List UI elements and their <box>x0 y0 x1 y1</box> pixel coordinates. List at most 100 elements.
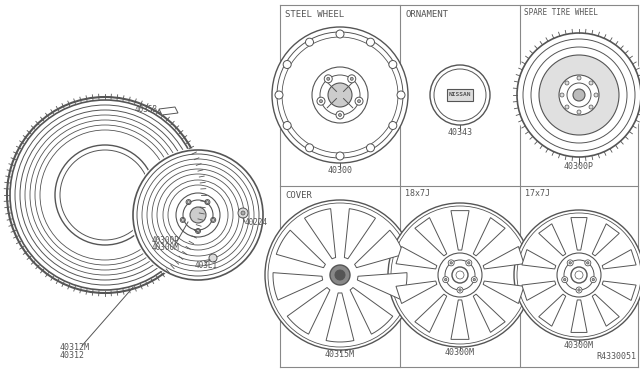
Circle shape <box>585 260 591 266</box>
Circle shape <box>328 83 352 107</box>
Circle shape <box>209 254 217 262</box>
Circle shape <box>587 262 589 264</box>
Circle shape <box>452 267 468 283</box>
Circle shape <box>283 122 291 129</box>
Text: 40312: 40312 <box>60 351 85 360</box>
Text: 18x7J: 18x7J <box>405 189 430 198</box>
Polygon shape <box>473 218 505 256</box>
Circle shape <box>468 262 470 264</box>
Circle shape <box>445 260 475 290</box>
Circle shape <box>565 105 569 109</box>
Text: 40300M: 40300M <box>445 348 475 357</box>
Circle shape <box>238 208 248 218</box>
Polygon shape <box>483 281 524 304</box>
Polygon shape <box>522 281 556 301</box>
Polygon shape <box>159 107 178 115</box>
Circle shape <box>350 77 353 80</box>
Text: 40315M: 40315M <box>325 350 355 359</box>
Polygon shape <box>451 300 469 339</box>
Circle shape <box>590 277 596 283</box>
Circle shape <box>187 201 190 203</box>
Circle shape <box>272 27 408 163</box>
Circle shape <box>577 76 581 80</box>
Circle shape <box>348 75 356 83</box>
Polygon shape <box>522 250 556 269</box>
Circle shape <box>190 207 206 223</box>
Circle shape <box>445 278 447 281</box>
Text: 40343: 40343 <box>447 128 472 137</box>
Circle shape <box>589 81 593 85</box>
Circle shape <box>564 260 594 290</box>
Text: NISSAN: NISSAN <box>449 93 471 97</box>
Text: 40224: 40224 <box>245 218 268 227</box>
Circle shape <box>466 260 472 266</box>
Text: 40300P: 40300P <box>564 162 594 171</box>
Circle shape <box>592 278 595 281</box>
Circle shape <box>594 93 598 97</box>
Polygon shape <box>396 281 437 304</box>
Text: 17x7J: 17x7J <box>525 189 550 198</box>
Circle shape <box>457 287 463 293</box>
Circle shape <box>336 111 344 119</box>
Circle shape <box>305 144 314 152</box>
Circle shape <box>562 277 568 283</box>
Circle shape <box>578 289 580 291</box>
Circle shape <box>569 262 572 264</box>
Circle shape <box>327 77 330 80</box>
Text: ORNAMENT: ORNAMENT <box>405 10 448 19</box>
Circle shape <box>564 278 566 281</box>
Text: 40300M: 40300M <box>564 341 594 350</box>
Circle shape <box>317 97 325 105</box>
Circle shape <box>55 145 155 245</box>
Circle shape <box>339 113 342 116</box>
Text: SPARE TIRE WHEEL: SPARE TIRE WHEEL <box>524 8 598 17</box>
Polygon shape <box>592 224 620 256</box>
Circle shape <box>513 29 640 161</box>
Polygon shape <box>602 281 636 301</box>
Polygon shape <box>473 294 505 333</box>
Polygon shape <box>350 288 393 334</box>
Circle shape <box>330 265 350 285</box>
Text: STEEL WHEEL: STEEL WHEEL <box>285 10 344 19</box>
Circle shape <box>283 61 291 68</box>
Polygon shape <box>344 209 376 259</box>
Polygon shape <box>483 247 524 269</box>
Circle shape <box>571 267 587 283</box>
Text: 403L1: 403L1 <box>195 261 218 270</box>
Bar <box>447 89 473 101</box>
Circle shape <box>206 201 209 203</box>
Text: 40353: 40353 <box>135 105 158 114</box>
Circle shape <box>577 110 581 114</box>
Circle shape <box>131 148 265 282</box>
Polygon shape <box>415 294 447 333</box>
Circle shape <box>388 203 532 347</box>
Polygon shape <box>355 230 404 268</box>
Circle shape <box>517 33 640 157</box>
Polygon shape <box>539 294 566 326</box>
Circle shape <box>324 75 332 83</box>
Circle shape <box>471 277 477 283</box>
Bar <box>0 0 278 372</box>
Circle shape <box>589 105 593 109</box>
Circle shape <box>355 97 363 105</box>
Polygon shape <box>539 224 566 256</box>
Circle shape <box>473 278 476 281</box>
Circle shape <box>336 152 344 160</box>
Text: 40300M: 40300M <box>152 243 180 252</box>
Text: 40300: 40300 <box>328 166 353 175</box>
Text: 40312M: 40312M <box>60 343 90 352</box>
Circle shape <box>367 144 374 152</box>
Circle shape <box>459 289 461 291</box>
Circle shape <box>196 230 200 232</box>
Circle shape <box>358 100 360 103</box>
Circle shape <box>430 65 490 125</box>
Circle shape <box>305 38 314 46</box>
Polygon shape <box>396 247 437 269</box>
Circle shape <box>389 61 397 68</box>
Polygon shape <box>305 209 335 259</box>
Circle shape <box>576 287 582 293</box>
Circle shape <box>181 218 184 221</box>
Circle shape <box>319 100 323 103</box>
Circle shape <box>241 211 245 215</box>
Polygon shape <box>326 293 354 342</box>
